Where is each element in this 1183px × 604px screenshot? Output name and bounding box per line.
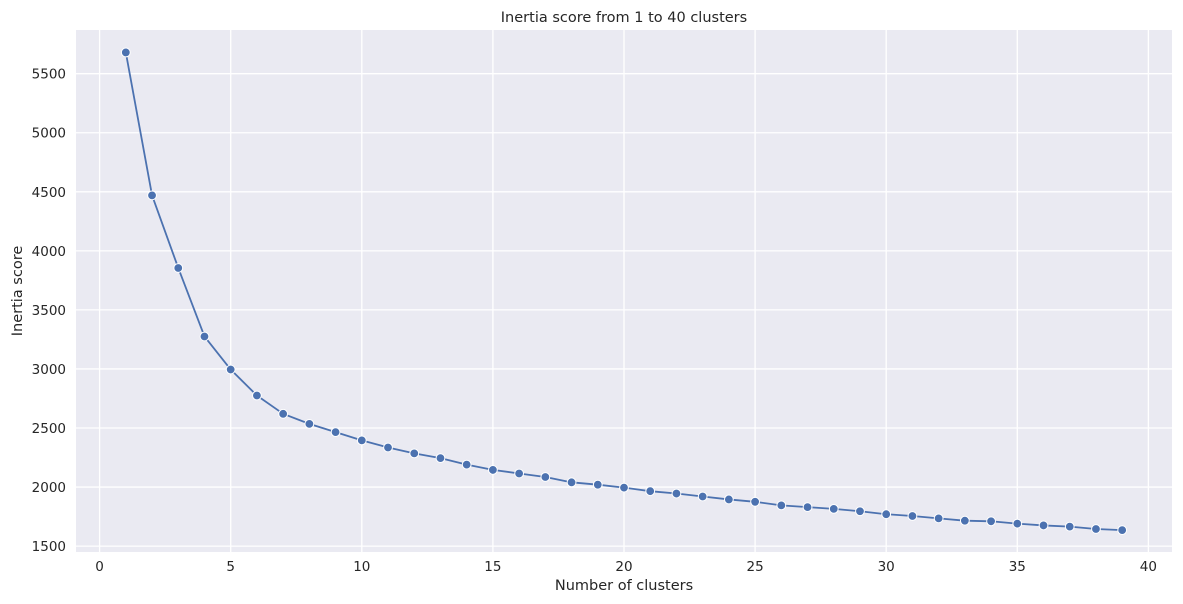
- data-point: [697, 491, 708, 502]
- y-tick-label: 4000: [32, 244, 66, 260]
- data-point: [120, 47, 131, 58]
- y-tick-label: 5000: [32, 126, 66, 142]
- data-point: [855, 506, 865, 517]
- x-tick-label: 5: [226, 559, 235, 575]
- y-tick-label: 3500: [32, 303, 66, 319]
- data-point: [540, 472, 551, 482]
- series-layer: [120, 47, 1128, 536]
- data-point: [330, 427, 341, 438]
- data-point: [173, 263, 184, 273]
- data-point: [435, 453, 446, 464]
- data-point: [619, 482, 629, 493]
- x-tick-label: 15: [484, 559, 501, 575]
- x-tick-label: 0: [95, 559, 104, 575]
- data-point: [592, 479, 603, 490]
- data-point: [671, 488, 682, 499]
- data-point: [933, 513, 944, 524]
- data-point: [723, 494, 734, 505]
- y-tick-label: 5500: [32, 67, 66, 83]
- data-point: [1091, 524, 1101, 534]
- data-point: [1064, 521, 1075, 532]
- data-point: [986, 516, 996, 527]
- x-tick-label: 20: [615, 559, 632, 575]
- data-point: [225, 364, 236, 375]
- data-point: [1012, 518, 1023, 529]
- data-point: [881, 509, 892, 520]
- data-point: [461, 459, 472, 470]
- data-point: [802, 502, 813, 513]
- x-tick-label: 30: [878, 559, 895, 575]
- data-point: [383, 442, 393, 453]
- data-point: [645, 486, 656, 497]
- y-tick-label: 1500: [32, 539, 66, 555]
- data-point: [959, 515, 970, 526]
- data-point: [199, 331, 210, 342]
- data-point: [252, 390, 262, 401]
- data-point: [566, 477, 577, 488]
- data-point: [147, 190, 157, 201]
- data-point: [304, 418, 315, 429]
- data-point: [356, 435, 367, 446]
- x-tick-label: 10: [353, 559, 370, 575]
- data-point: [907, 511, 918, 521]
- x-tick-label: 25: [747, 559, 764, 575]
- y-tick-label: 4500: [32, 185, 66, 201]
- data-point: [750, 496, 761, 507]
- data-point: [1117, 525, 1128, 536]
- data-point: [1038, 520, 1049, 531]
- chart-title: Inertia score from 1 to 40 clusters: [501, 10, 747, 26]
- y-tick-label: 2500: [32, 421, 66, 437]
- data-point: [514, 468, 525, 479]
- y-tick-label: 3000: [32, 362, 66, 378]
- data-point: [409, 448, 420, 459]
- x-tick-labels: 0 5 10 15 20 25 30 35 40: [95, 559, 1157, 575]
- x-tick-label: 40: [1140, 559, 1157, 575]
- data-point: [776, 500, 787, 511]
- x-axis-label: Number of clusters: [555, 578, 693, 594]
- y-axis-label: Inertia score: [10, 246, 26, 337]
- data-point: [487, 465, 498, 475]
- y-tick-label: 2000: [32, 480, 66, 496]
- data-point: [278, 408, 289, 419]
- data-point: [828, 503, 839, 514]
- y-tick-labels: 1500 2000 2500 3000 3500 4000 4500 5000 5500: [32, 67, 66, 555]
- x-tick-label: 35: [1009, 559, 1026, 575]
